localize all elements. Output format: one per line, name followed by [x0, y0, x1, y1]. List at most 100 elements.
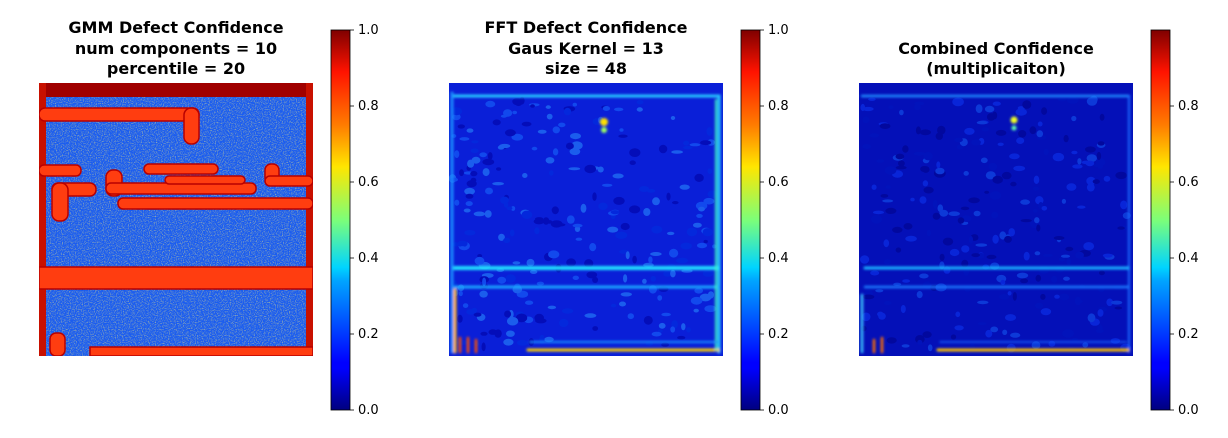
texture-blob — [1016, 137, 1025, 144]
gmm-tick-label: 0.4 — [358, 251, 379, 266]
texture-blob — [992, 111, 998, 120]
texture-blob — [1008, 228, 1015, 237]
texture-blob — [880, 194, 889, 198]
texture-blob — [862, 116, 870, 124]
fft-tick-label: 0.2 — [768, 327, 789, 342]
texture-blob — [999, 231, 1007, 240]
texture-blob — [926, 229, 932, 237]
texture-blob — [1012, 292, 1017, 301]
texture-blob — [484, 210, 492, 218]
texture-blob — [548, 250, 560, 259]
texture-blob — [964, 127, 975, 135]
texture-blob — [1036, 135, 1047, 140]
texture-blob — [452, 113, 461, 121]
texture-blob — [1043, 148, 1049, 156]
texture-blob — [457, 240, 468, 247]
texture-blob — [1037, 121, 1043, 127]
texture-blob — [657, 329, 663, 333]
texture-blob — [689, 143, 701, 147]
fft-title-line-3: size = 48 — [545, 59, 627, 78]
panel-gmm: GMM Defect Confidence num components = 1… — [39, 18, 379, 418]
texture-blob — [936, 161, 941, 169]
texture-blob — [492, 119, 501, 126]
texture-blob — [693, 222, 702, 228]
texture-blob — [1015, 108, 1027, 116]
texture-blob — [651, 225, 663, 234]
texture-blob — [937, 125, 946, 135]
texture-blob — [1002, 329, 1008, 335]
texture-blob — [561, 308, 574, 314]
texture-blob — [968, 197, 980, 204]
texture-blob — [895, 165, 907, 170]
texture-blob — [536, 281, 545, 286]
texture-blob — [992, 234, 999, 244]
gmm-tick-label: 0.0 — [358, 403, 379, 418]
texture-blob — [1072, 164, 1083, 169]
texture-blob — [1090, 95, 1098, 104]
texture-blob — [1007, 291, 1012, 296]
texture-blob — [598, 202, 608, 210]
texture-blob — [1117, 226, 1125, 230]
texture-blob — [451, 107, 463, 116]
texture-blob — [570, 133, 581, 140]
texture-blob — [977, 322, 987, 326]
texture-blob — [961, 245, 970, 253]
texture-blob — [914, 104, 921, 111]
texture-blob — [592, 326, 599, 331]
texture-blob — [1074, 296, 1082, 306]
texture-blob — [454, 150, 460, 159]
texture-blob — [948, 211, 960, 216]
texture-blob — [1016, 272, 1029, 279]
texture-blob — [592, 276, 599, 283]
texture-blob — [558, 122, 566, 128]
texture-blob — [961, 259, 969, 268]
texture-blob — [511, 133, 524, 141]
texture-blob — [1087, 313, 1096, 323]
texture-blob — [1004, 314, 1017, 321]
texture-blob — [984, 105, 995, 113]
texture-blob — [1020, 219, 1032, 223]
texture-blob — [565, 142, 574, 150]
texture-blob — [1097, 324, 1103, 333]
texture-blob — [671, 320, 678, 329]
texture-blob — [900, 305, 906, 313]
texture-blob — [933, 169, 946, 178]
texture-blob — [1110, 338, 1121, 344]
texture-blob — [1054, 294, 1060, 299]
texture-blob — [923, 186, 934, 194]
texture-blob — [545, 105, 551, 109]
texture-blob — [913, 151, 925, 156]
texture-blob — [895, 153, 905, 160]
texture-blob — [975, 104, 983, 113]
texture-blob — [693, 308, 699, 313]
texture-blob — [1081, 160, 1092, 165]
gmm-tick-label: 0.8 — [358, 99, 379, 114]
texture-blob — [620, 292, 632, 297]
texture-blob — [984, 190, 990, 194]
texture-blob — [1083, 242, 1095, 251]
texture-blob — [956, 144, 964, 150]
texture-blob — [975, 243, 988, 247]
texture-blob — [1058, 257, 1065, 262]
texture-blob — [1041, 107, 1048, 115]
texture-blob — [1075, 251, 1084, 259]
texture-blob — [1086, 97, 1098, 106]
texture-blob — [885, 185, 891, 189]
texture-blob — [505, 274, 516, 283]
texture-blob — [893, 282, 902, 286]
texture-blob — [610, 303, 617, 308]
combined-tick-label: 0.6 — [1178, 175, 1199, 190]
texture-blob — [470, 148, 479, 154]
texture-blob — [584, 259, 594, 268]
gmm-tick-label: 0.2 — [358, 327, 379, 342]
texture-blob — [506, 206, 513, 211]
combined-colorbar — [1150, 29, 1171, 411]
texture-blob — [707, 168, 713, 175]
texture-blob — [963, 171, 969, 176]
texture-blob — [516, 339, 529, 346]
texture-blob — [629, 160, 636, 165]
texture-blob — [923, 152, 933, 161]
texture-blob — [919, 273, 929, 279]
texture-blob — [1111, 300, 1123, 305]
texture-blob — [905, 235, 917, 242]
